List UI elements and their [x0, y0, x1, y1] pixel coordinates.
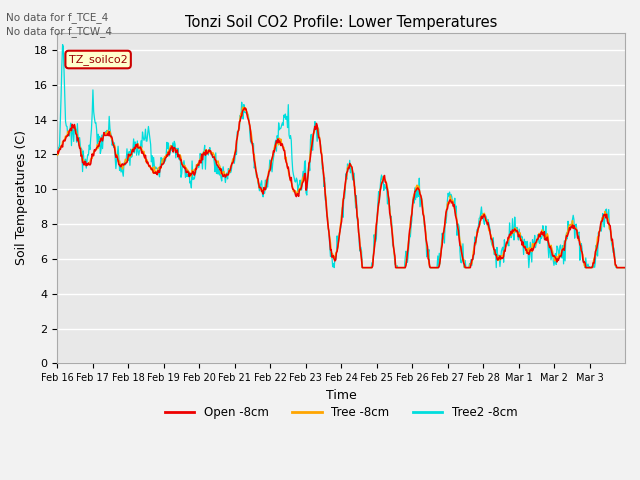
- Text: TZ_soilco2: TZ_soilco2: [68, 54, 127, 65]
- Y-axis label: Soil Temperatures (C): Soil Temperatures (C): [15, 131, 28, 265]
- Text: No data for f_TCE_4: No data for f_TCE_4: [6, 12, 109, 23]
- Text: No data for f_TCW_4: No data for f_TCW_4: [6, 26, 113, 37]
- Title: Tonzi Soil CO2 Profile: Lower Temperatures: Tonzi Soil CO2 Profile: Lower Temperatur…: [185, 15, 497, 30]
- Legend: Open -8cm, Tree -8cm, Tree2 -8cm: Open -8cm, Tree -8cm, Tree2 -8cm: [160, 401, 522, 424]
- X-axis label: Time: Time: [326, 389, 356, 402]
